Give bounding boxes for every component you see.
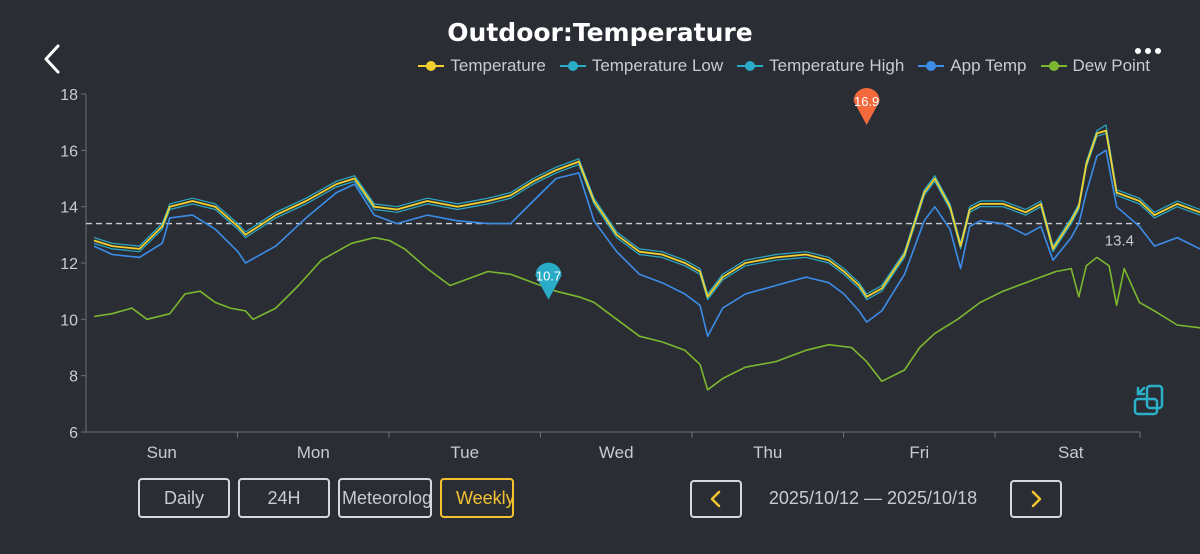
swap-view-button[interactable] [1132,380,1172,420]
x-tick-label: Fri [909,443,929,462]
legend-marker [918,59,945,73]
x-tick-label: Thu [753,443,782,462]
y-tick-label: 18 [60,87,78,104]
tab-meteorology[interactable]: Meteorology [338,478,432,518]
y-tick-label: 8 [69,369,78,386]
y-tick-label: 10 [60,312,78,329]
legend-label: Temperature High [769,56,905,75]
legend-marker [418,59,445,73]
marker-label: 16.9 [854,94,879,109]
date-range: 2025/10/12 — 2025/10/18 [768,488,978,508]
chart-axes: 18 16 14 12 10 8 6 Sun Mon Tue Wed Thu Fri Sat 13.4 [60,87,1141,462]
period-tabs: Daily 24H Meteorology Weekly [138,478,514,518]
max-marker: 16.9 [853,87,880,125]
chevron-right-icon [1031,490,1042,508]
x-tick-label: Wed [599,443,634,462]
legend-item[interactable]: Temperature Low [559,56,724,76]
swap-icon [1133,384,1164,416]
legend-label: App Temp [950,56,1027,75]
legend-marker [559,59,586,73]
y-tick-label: 12 [60,256,78,273]
legend-label: Temperature [450,56,546,75]
chart-legend: Temperature Temperature Low Temperature Hi… [418,54,1150,78]
chart-markers: 16.9 10.7 [535,87,880,300]
legend-label: Temperature Low [591,56,724,75]
series-line-temperature-high [93,124,1200,295]
chart-series [93,124,1200,391]
legend-item[interactable]: App Temp [918,56,1027,76]
min-marker: 10.7 [535,262,562,300]
legend-marker [1040,59,1067,73]
x-tick-label: Sat [1058,443,1084,462]
line-chart: 18 16 14 12 10 8 6 Sun Mon Tue Wed Thu Fri Sat 13.4 16… [60,87,1200,462]
legend-label: Dew Point [1072,56,1150,75]
marker-pin [535,262,562,300]
average-line-label: 13.4 [1105,233,1134,250]
legend-item[interactable]: Dew Point [1040,56,1150,76]
prev-week-button[interactable] [690,480,742,518]
series-line-dew-point [93,236,1200,391]
legend-item[interactable]: Temperature High [737,56,904,76]
page-title: Outdoor:Temperature [447,18,753,47]
x-tick-label: Sun [147,443,177,462]
series-line-temperature [93,129,1200,298]
x-tick-label: Tue [450,443,479,462]
more-options-button[interactable] [1128,40,1168,62]
series-line-temperature-low [93,132,1200,301]
marker-pin [853,87,880,125]
series-line-app-temp [93,149,1200,338]
legend-item[interactable]: Temperature [418,56,546,76]
x-tick-label: Mon [297,443,330,462]
y-tick-label: 16 [60,143,78,160]
y-tick-label: 14 [60,200,78,217]
y-tick-label: 6 [69,425,78,442]
back-button[interactable] [36,40,70,78]
ellipsis-icon [1135,48,1161,54]
marker-label: 10.7 [536,269,561,284]
tab-weekly[interactable]: Weekly [440,478,514,518]
tab-daily[interactable]: Daily [138,478,230,518]
next-week-button[interactable] [1010,480,1062,518]
chevron-left-icon [710,490,721,508]
legend-marker [737,59,764,73]
chevron-left-icon [44,44,60,74]
tab-24h[interactable]: 24H [238,478,330,518]
